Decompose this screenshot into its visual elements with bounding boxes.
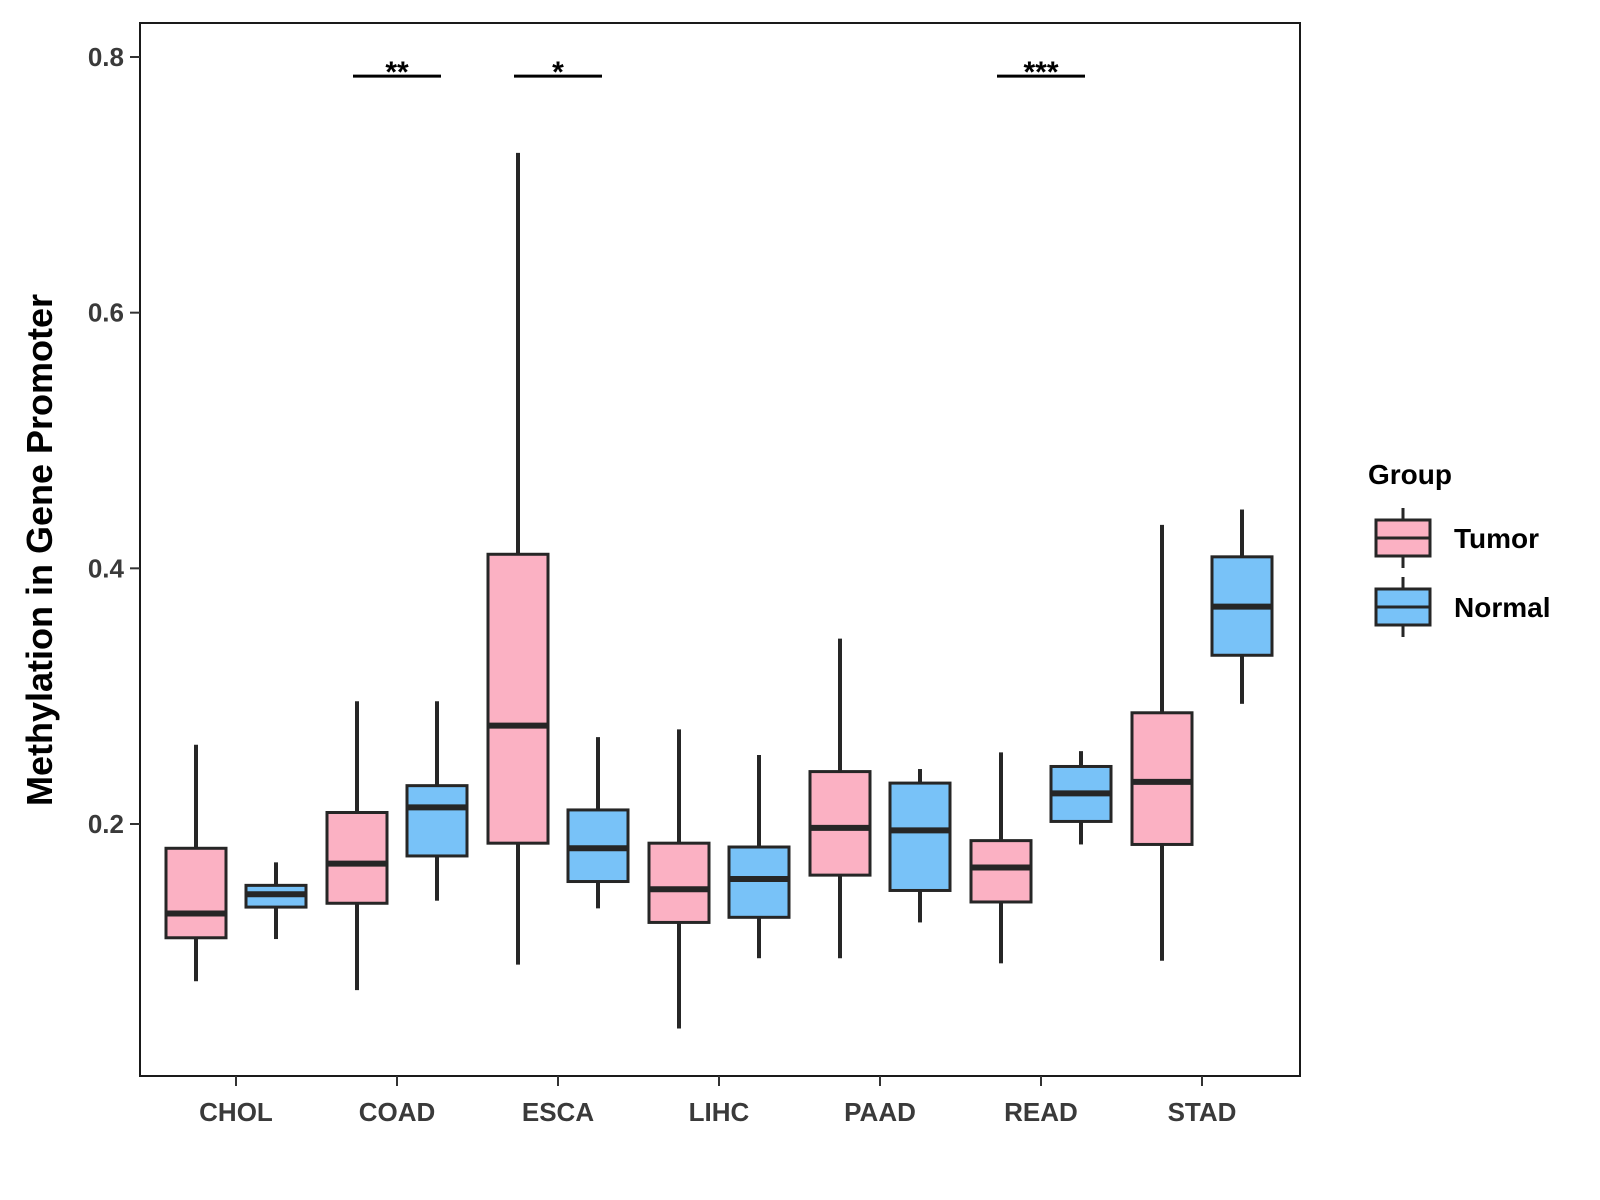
box-tumor-lihc bbox=[647, 729, 711, 1029]
x-tick-label: CHOL bbox=[199, 1097, 273, 1127]
significance-label: *** bbox=[1023, 56, 1058, 89]
box-tumor-chol bbox=[164, 744, 228, 982]
legend: Group Tumor Normal bbox=[1368, 459, 1550, 637]
x-axis: CHOL COAD ESCA LIHC PAAD READ STAD bbox=[199, 1076, 1236, 1127]
x-tick-label: COAD bbox=[359, 1097, 436, 1127]
iqr-box bbox=[727, 845, 791, 919]
box-normal-read bbox=[1049, 751, 1113, 845]
x-tick-label: STAD bbox=[1168, 1097, 1237, 1127]
box-tumor-coad bbox=[325, 701, 389, 991]
iqr-box bbox=[647, 841, 711, 924]
plot-panel bbox=[139, 22, 1301, 1077]
box-tumor-read bbox=[969, 752, 1033, 964]
legend-label-normal: Normal bbox=[1454, 592, 1550, 623]
iqr-box bbox=[325, 810, 389, 905]
x-tick-label: PAAD bbox=[844, 1097, 916, 1127]
legend-title: Group bbox=[1368, 459, 1452, 490]
legend-key-normal bbox=[1374, 577, 1432, 637]
x-tick-label: READ bbox=[1004, 1097, 1078, 1127]
y-tick-label: 0.4 bbox=[88, 553, 125, 583]
box-tumor-esca bbox=[486, 152, 550, 965]
legend-label-tumor: Tumor bbox=[1454, 523, 1539, 554]
y-tick-label: 0.8 bbox=[88, 42, 124, 72]
iqr-box bbox=[969, 839, 1033, 904]
significance-label: ** bbox=[385, 56, 409, 89]
y-tick-label: 0.6 bbox=[88, 298, 124, 328]
x-tick-label: ESCA bbox=[522, 1097, 594, 1127]
box-tumor-stad bbox=[1130, 524, 1194, 961]
legend-key-tumor bbox=[1374, 508, 1432, 568]
box-normal-chol bbox=[244, 862, 308, 940]
box-normal-esca bbox=[566, 737, 630, 909]
box-normal-coad bbox=[405, 701, 469, 901]
box-tumor-paad bbox=[808, 638, 872, 959]
box-normal-stad bbox=[1210, 509, 1274, 704]
box-normal-lihc bbox=[727, 754, 791, 959]
box-series bbox=[164, 152, 1274, 1029]
significance-annotations: ** * *** bbox=[353, 56, 1085, 89]
y-axis: 0.2 0.4 0.6 0.8 bbox=[88, 42, 140, 839]
x-tick-label: LIHC bbox=[689, 1097, 750, 1127]
iqr-box bbox=[486, 552, 550, 845]
iqr-box bbox=[164, 846, 228, 940]
box-normal-paad bbox=[888, 769, 952, 923]
significance-label: * bbox=[552, 56, 564, 89]
y-tick-label: 0.2 bbox=[88, 809, 124, 839]
iqr-box bbox=[808, 770, 872, 877]
iqr-box bbox=[1130, 711, 1194, 846]
iqr-box bbox=[888, 781, 952, 892]
y-axis-title: Methylation in Gene Promoter bbox=[19, 294, 60, 806]
iqr-box bbox=[405, 784, 469, 858]
